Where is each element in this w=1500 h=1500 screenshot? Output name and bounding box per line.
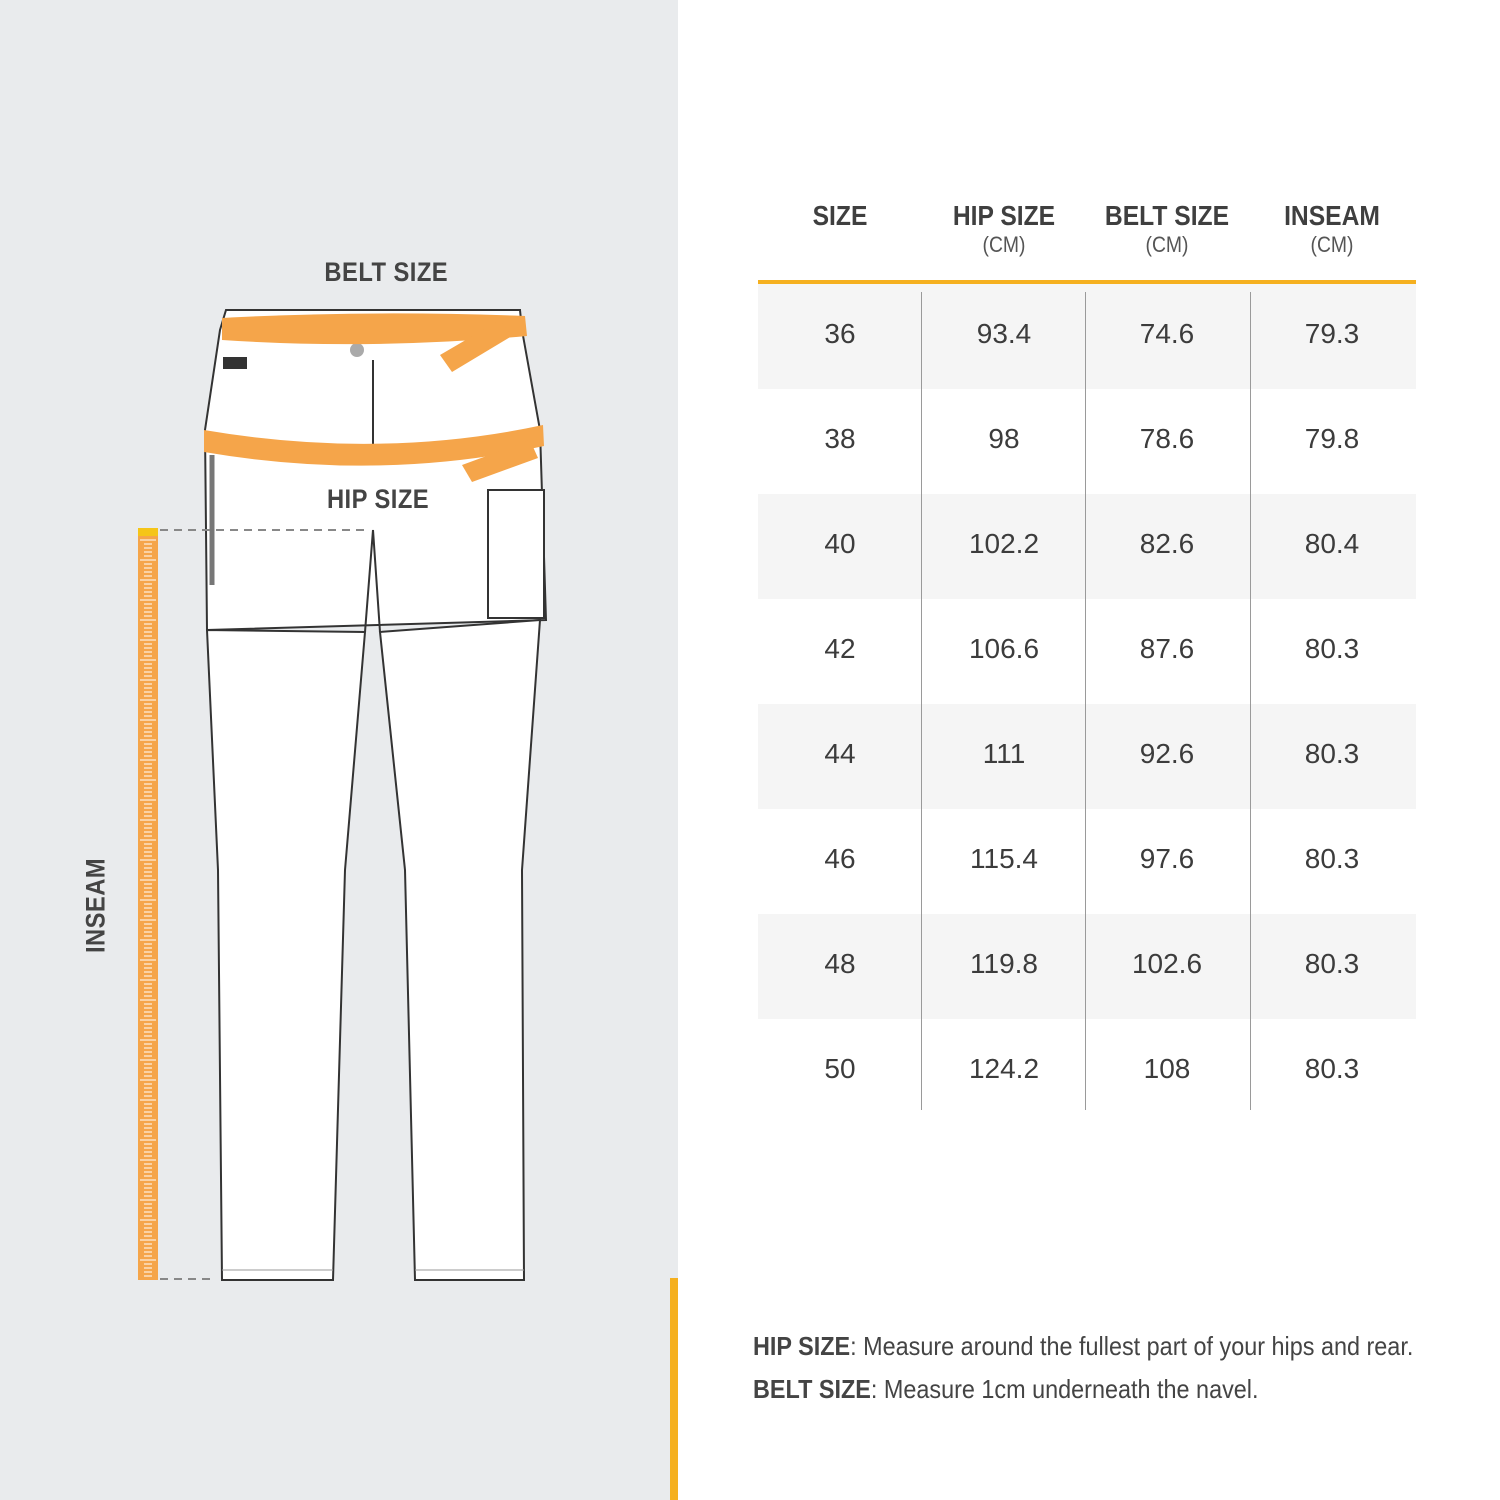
table-cell: 124.2	[968, 1053, 1040, 1084]
table-cell: 108	[1143, 1053, 1191, 1084]
table-row: 44 111 92.6 80.3	[758, 704, 1416, 809]
column-title: INSEAM	[1284, 200, 1380, 231]
table-cell: 42	[824, 633, 856, 664]
column-divider	[1250, 292, 1251, 1110]
table-cell: 44	[824, 738, 856, 769]
table-row: 36 93.4 74.6 79.3	[758, 284, 1416, 389]
table-cell: 82.6	[1139, 528, 1195, 559]
column-header: INSEAM (CM)	[1250, 200, 1414, 258]
measurement-notes: HIP SIZE: Measure around the fullest par…	[753, 1325, 1487, 1411]
table-cell: 40	[824, 528, 856, 559]
table-cell: 97.6	[1139, 843, 1195, 874]
table-cell: 98	[988, 423, 1020, 454]
column-title: BELT SIZE	[1104, 200, 1230, 231]
table-cell: 87.6	[1139, 633, 1195, 664]
table-cell: 80.3	[1304, 1053, 1360, 1084]
table-cell: 74.6	[1139, 318, 1195, 349]
table-cell: 46	[824, 843, 856, 874]
column-title: SIZE	[812, 200, 868, 231]
column-unit: (CM)	[982, 232, 1026, 257]
table-cell: 80.3	[1304, 633, 1360, 664]
hip-size-label: HIP SIZE	[326, 484, 430, 514]
table-row: 38 98 78.6 79.8	[758, 389, 1416, 494]
hip-tape	[204, 425, 544, 466]
table-cell: 79.3	[1304, 318, 1360, 349]
table-cell: 111	[982, 738, 1026, 769]
table-cell: 38	[824, 423, 856, 454]
table-cell: 102.2	[968, 528, 1040, 559]
table-cell: 36	[824, 318, 856, 349]
table-cell: 106.6	[968, 633, 1040, 664]
table-cell: 102.6	[1131, 948, 1203, 979]
note-belt: BELT SIZE: Measure 1cm underneath the na…	[753, 1374, 1259, 1404]
table-cell: 80.3	[1304, 843, 1360, 874]
column-header: BELT SIZE (CM)	[1085, 200, 1249, 258]
table-cell: 79.8	[1304, 423, 1360, 454]
belt-size-label: BELT SIZE	[324, 257, 449, 287]
table-cell: 115.4	[970, 843, 1038, 874]
column-unit: (CM)	[1145, 232, 1189, 257]
table-cell: 80.4	[1304, 528, 1360, 559]
table-row: 46 115.4 97.6 80.3	[758, 809, 1416, 914]
table-cell: 80.3	[1304, 738, 1360, 769]
table-cell: 80.3	[1304, 948, 1360, 979]
column-divider	[1085, 292, 1086, 1110]
inseam-label: INSEAM	[80, 857, 111, 954]
table-cell: 93.4	[976, 318, 1032, 349]
accent-bar	[670, 1278, 678, 1500]
table-cell: 48	[824, 948, 856, 979]
table-cell: 119.8	[970, 948, 1038, 979]
table-cell: 78.6	[1139, 423, 1195, 454]
table-row: 40 102.2 82.6 80.4	[758, 494, 1416, 599]
table-row: 48 119.8 102.6 80.3	[758, 914, 1416, 1019]
pants-illustration	[138, 309, 548, 1281]
column-header: HIP SIZE (CM)	[922, 200, 1086, 258]
header-divider	[758, 280, 1416, 284]
table-cell: 92.6	[1139, 738, 1195, 769]
table-cell: 50	[824, 1053, 856, 1084]
note-hip: HIP SIZE: Measure around the fullest par…	[753, 1331, 1414, 1361]
column-unit: (CM)	[1310, 232, 1354, 257]
belt-tape	[222, 313, 527, 345]
column-header: SIZE	[758, 200, 922, 232]
inseam-ruler	[138, 530, 158, 1280]
table-row: 50 124.2 108 80.3	[758, 1019, 1416, 1124]
column-divider	[921, 292, 922, 1110]
table-row: 42 106.6 87.6 80.3	[758, 599, 1416, 704]
column-title: HIP SIZE	[952, 200, 1056, 231]
illustration-panel: BELT SIZE HIP SIZE INSEAM	[0, 0, 678, 1500]
